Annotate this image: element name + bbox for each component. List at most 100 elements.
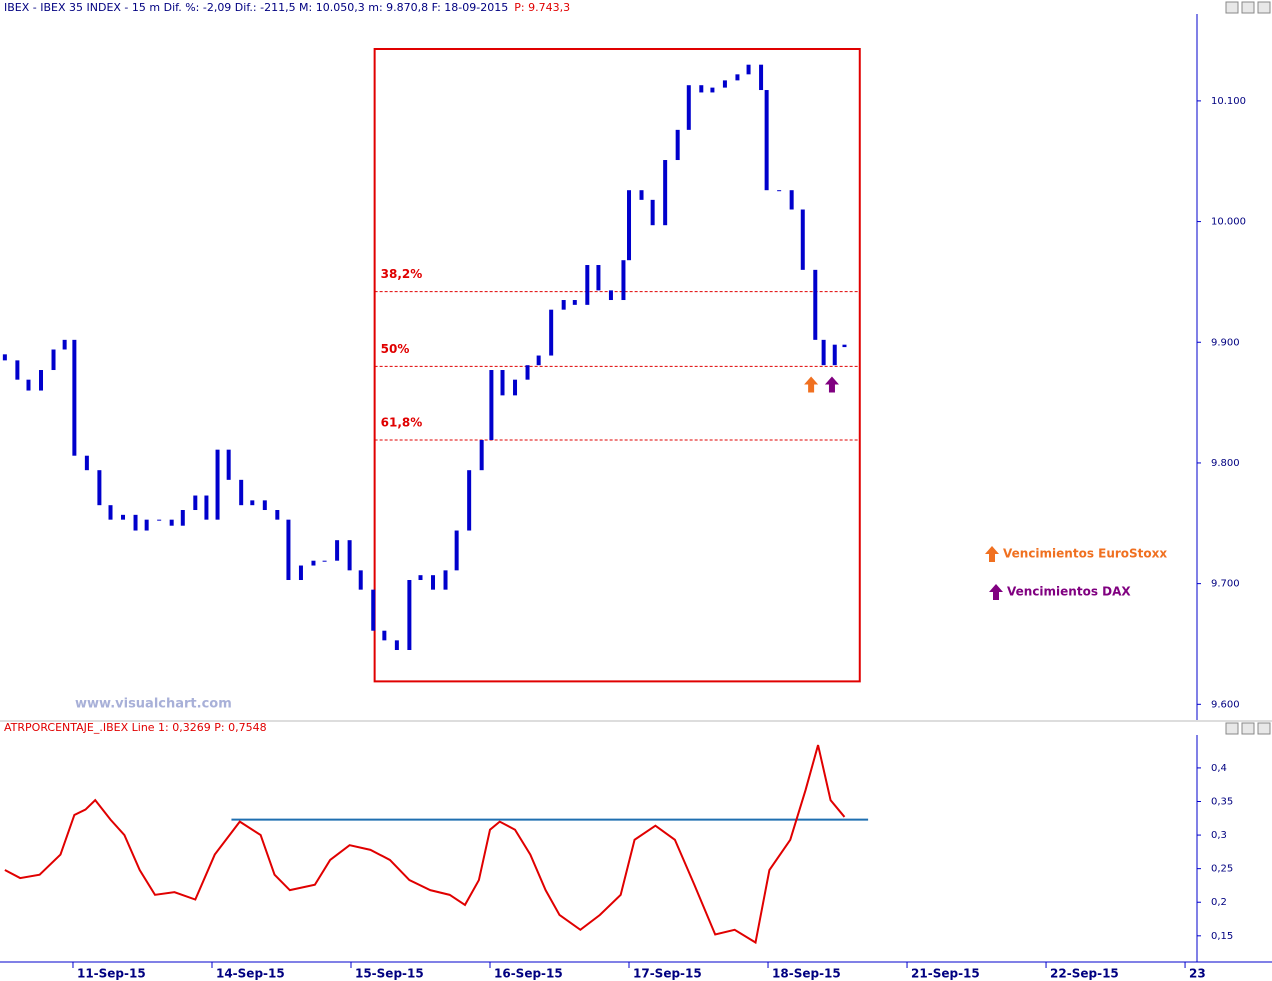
x-tick-label: 22-Sep-15 bbox=[1050, 967, 1119, 981]
candle-body bbox=[467, 470, 472, 531]
y-tick-label: 0,35 bbox=[1211, 796, 1233, 807]
candle-body bbox=[686, 85, 691, 130]
candle-body bbox=[513, 379, 518, 396]
retracement-box bbox=[373, 47, 861, 683]
x-tick-label: 11-Sep-15 bbox=[77, 967, 146, 981]
candle-body bbox=[800, 209, 805, 270]
window-buttons[interactable] bbox=[1225, 1, 1271, 735]
expiry-arrow bbox=[804, 376, 819, 393]
fib-label: 50% bbox=[381, 342, 410, 356]
candle-body bbox=[26, 379, 31, 391]
y-tick-label: 10.100 bbox=[1211, 96, 1246, 107]
y-tick-label: 10.000 bbox=[1211, 217, 1246, 228]
candle-body bbox=[311, 560, 316, 566]
x-tick-label: 18-Sep-15 bbox=[772, 967, 841, 981]
expiry-arrow bbox=[824, 376, 839, 393]
candle-body bbox=[561, 300, 566, 310]
candle-body bbox=[275, 510, 280, 520]
candle-body bbox=[193, 495, 198, 511]
candle-body bbox=[627, 190, 632, 261]
candle-body bbox=[394, 640, 399, 651]
y-tick-label: 9.900 bbox=[1211, 337, 1240, 348]
x-tick-label: 21-Sep-15 bbox=[911, 967, 980, 981]
candle-body bbox=[51, 349, 56, 371]
header-title: IBEX - IBEX 35 INDEX - 15 m Dif. %: -2,0… bbox=[4, 1, 508, 14]
candle-body bbox=[722, 80, 727, 88]
candle-body bbox=[62, 339, 67, 350]
legend-arrow bbox=[989, 584, 1003, 600]
y-tick-label: 9.800 bbox=[1211, 458, 1240, 469]
candle-body bbox=[746, 64, 751, 75]
legend-arrow bbox=[985, 546, 999, 562]
fib-label: 38,2% bbox=[381, 267, 423, 281]
candle-body bbox=[335, 540, 340, 561]
max-button[interactable] bbox=[1241, 1, 1255, 14]
candle-body bbox=[226, 449, 231, 480]
candle-body bbox=[108, 505, 113, 520]
legend-label: Vencimientos DAX bbox=[1007, 585, 1131, 599]
close-button[interactable] bbox=[1257, 722, 1271, 735]
candle-body bbox=[585, 265, 590, 305]
candle-body bbox=[418, 575, 423, 581]
candle-body bbox=[180, 510, 185, 526]
candle-body bbox=[536, 355, 541, 366]
candle-body bbox=[650, 199, 655, 226]
candle-body bbox=[813, 269, 818, 340]
candle-body bbox=[84, 455, 89, 471]
x-tick-label: 17-Sep-15 bbox=[633, 967, 702, 981]
y-tick-label: 9.700 bbox=[1211, 579, 1240, 590]
candle-body bbox=[39, 370, 44, 391]
candle-body bbox=[525, 365, 530, 380]
candle-body bbox=[764, 90, 769, 191]
candle-body bbox=[832, 344, 837, 366]
candle-body bbox=[215, 449, 220, 520]
candle-body bbox=[663, 160, 668, 226]
atr-line bbox=[4, 744, 846, 945]
candle-body bbox=[358, 570, 363, 590]
fib-label: 61,8% bbox=[381, 416, 423, 430]
candle-body bbox=[286, 519, 291, 581]
candle-body bbox=[489, 370, 494, 441]
x-tick-label: 14-Sep-15 bbox=[216, 967, 285, 981]
candle-body bbox=[699, 85, 704, 93]
candle-body bbox=[262, 500, 267, 511]
max-button[interactable] bbox=[1241, 722, 1255, 735]
candle-body bbox=[157, 519, 162, 521]
candle-body bbox=[72, 339, 77, 456]
y-tick-label: 9.600 bbox=[1211, 699, 1240, 710]
candle-body bbox=[710, 87, 715, 93]
candle-body bbox=[759, 64, 764, 91]
candle-body bbox=[639, 190, 644, 200]
close-button[interactable] bbox=[1257, 1, 1271, 14]
min-button[interactable] bbox=[1225, 1, 1239, 14]
candle-body bbox=[675, 129, 680, 161]
candle-body bbox=[735, 74, 740, 81]
y-tick-label: 0,3 bbox=[1211, 830, 1227, 841]
candle-body bbox=[479, 440, 484, 471]
last-price: P: 9.743,3 bbox=[514, 1, 570, 14]
y-tick-label: 0,4 bbox=[1211, 763, 1227, 774]
y-tick-label: 0,15 bbox=[1211, 931, 1233, 942]
candle-body bbox=[572, 300, 577, 305]
candle-body bbox=[204, 495, 209, 520]
candle-body bbox=[443, 570, 448, 590]
candle-body bbox=[322, 560, 327, 562]
candle-body bbox=[169, 519, 174, 526]
candle-body bbox=[777, 190, 782, 192]
candle-body bbox=[407, 580, 412, 651]
candle-body bbox=[250, 500, 255, 506]
candle-body bbox=[347, 540, 352, 571]
candle-body bbox=[431, 575, 436, 590]
candle-body bbox=[842, 344, 847, 348]
watermark: www.visualchart.com bbox=[75, 697, 232, 712]
candle-body bbox=[500, 370, 505, 396]
y-tick-label: 0,2 bbox=[1211, 897, 1227, 908]
candle-body bbox=[382, 630, 387, 641]
candle-body bbox=[821, 339, 826, 366]
candle-body bbox=[789, 190, 794, 210]
candle-body bbox=[371, 589, 376, 631]
x-tick-label: 16-Sep-15 bbox=[494, 967, 563, 981]
min-button[interactable] bbox=[1225, 722, 1239, 735]
